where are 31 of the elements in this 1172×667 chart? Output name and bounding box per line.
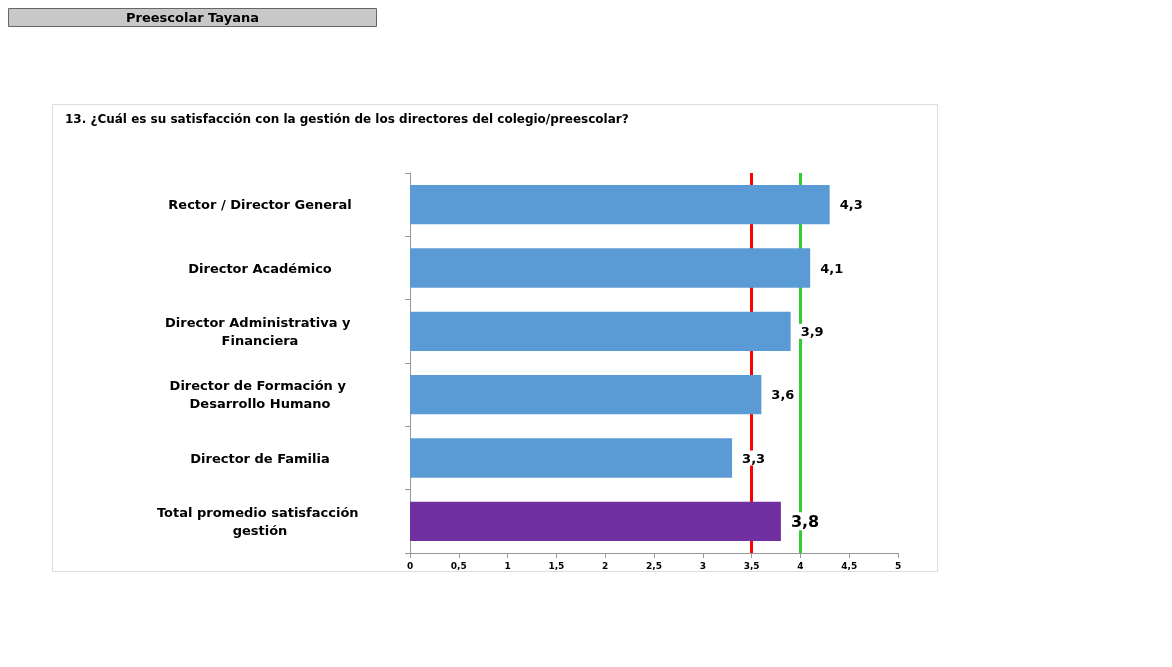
x-tick-label: 4,5 — [841, 560, 858, 571]
x-tick-label: 3 — [699, 560, 706, 571]
bar — [410, 438, 733, 478]
x-tick-label: 2 — [602, 560, 609, 571]
data-label: 3,9 — [800, 323, 824, 339]
data-label: 3,3 — [742, 450, 766, 466]
x-tick-label: 1,5 — [548, 560, 565, 571]
y-tick-label: Director Administrativa y Financiera — [165, 314, 355, 348]
bar — [410, 501, 781, 541]
y-tick-label: Director Académico — [188, 260, 332, 276]
bar — [410, 248, 811, 288]
y-tick-label: Rector / Director General — [168, 197, 352, 213]
data-label: 4,1 — [820, 260, 844, 276]
chart-subtitle: 13. ¿Cuál es su satisfacción con la gestión de los directores del colegio/preescolar? — [65, 112, 629, 126]
bar — [410, 375, 762, 415]
y-tick-label: Total promedio satisfacción gestión — [156, 504, 364, 538]
x-tick-label: 2,5 — [646, 560, 662, 571]
data-label: 4,3 — [839, 197, 863, 213]
y-tick-label: Director de Familia — [190, 450, 330, 466]
x-tick-label: 5 — [894, 560, 902, 571]
x-tick-label: 0 — [406, 560, 414, 571]
x-tick-label: 1 — [504, 560, 511, 571]
data-label: 3,6 — [771, 387, 795, 403]
data-label: 3,8 — [790, 511, 820, 531]
x-tick-label: 0,5 — [450, 560, 467, 571]
text: Preescolar Tayana — [126, 10, 259, 25]
bar — [410, 185, 830, 225]
x-tick-label: 3,5 — [743, 560, 760, 571]
bar — [410, 311, 791, 351]
x-tick-label: 4 — [797, 560, 804, 571]
y-tick-label: Director de Formación y Desarrollo Humano — [169, 378, 351, 412]
